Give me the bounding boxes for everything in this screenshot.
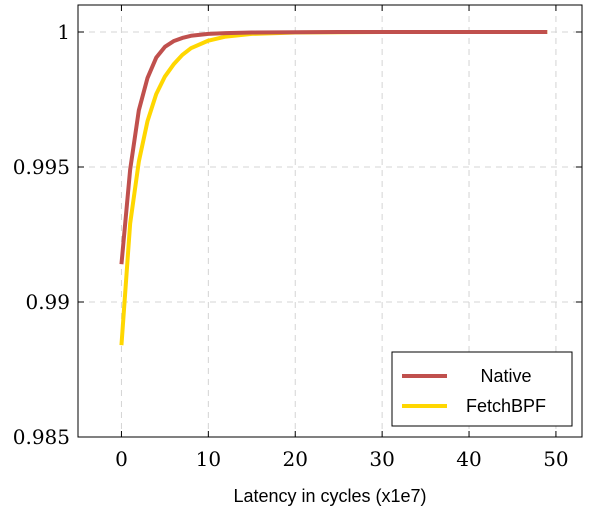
- y-tick-label: 0.99: [25, 290, 70, 314]
- y-tick-label: 1: [57, 20, 70, 44]
- legend: Native FetchBPF: [391, 351, 573, 427]
- x-tick-label: 20: [283, 447, 308, 471]
- x-tick-label: 30: [369, 447, 394, 471]
- plot-frame: [77, 4, 583, 438]
- x-tick-label: 40: [456, 447, 481, 471]
- x-tick-label: 0: [115, 447, 128, 471]
- legend-label-fetchbpf: FetchBPF: [466, 396, 546, 416]
- axis-ticks: 0 10 20 30 40 50 0.985 0.99 0.995 1: [13, 5, 582, 471]
- y-tick-label: 0.985: [13, 425, 70, 449]
- legend-label-native: Native: [480, 366, 531, 386]
- legend-box: [391, 351, 573, 427]
- series-line-native: [119, 30, 548, 265]
- series-line-fetchbpf: [119, 30, 548, 346]
- x-tick-label: 10: [196, 447, 221, 471]
- x-axis-label: Latency in cycles (x1e7): [233, 486, 426, 506]
- y-tick-label: 0.995: [13, 155, 70, 179]
- series-lines: [119, 30, 548, 346]
- x-tick-label: 50: [543, 447, 568, 471]
